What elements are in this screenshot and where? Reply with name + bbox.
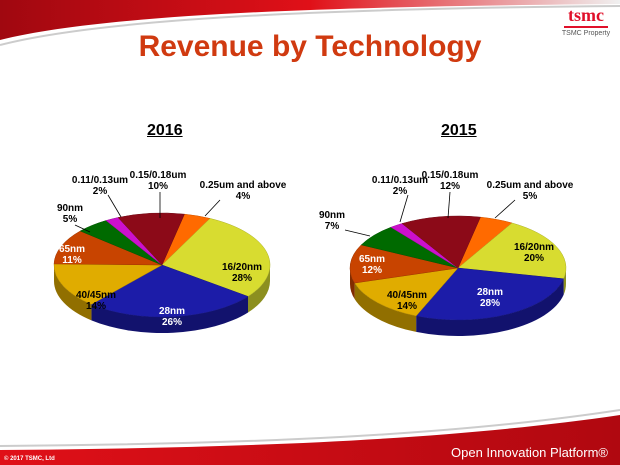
data-label: 90nm 7% <box>319 210 345 232</box>
pie-slice-2016-28nm <box>90 264 249 318</box>
pie-side-0-3 <box>54 265 92 321</box>
pie-slice-2015-0.15/0.18um <box>401 215 481 269</box>
pie-slice-2016-40/45nm <box>53 263 163 305</box>
platform-tagline: Open Innovation Platform® <box>451 445 608 460</box>
slice-category: 16/20nm <box>221 262 263 273</box>
data-label: 0.15/0.18um 12% <box>422 170 479 192</box>
slice-percent: 28% <box>479 298 500 309</box>
footer-swoosh <box>0 415 620 465</box>
leader-line <box>447 191 451 219</box>
data-label: 40/45nm 14% <box>76 290 116 312</box>
slice-category: 40/45nm <box>386 290 428 301</box>
slice-percent: 12% <box>439 181 460 192</box>
pie-slice-2015-28nm <box>415 267 565 321</box>
slice-category: 0.25um and above <box>199 180 287 191</box>
slice-percent: 2% <box>92 186 108 197</box>
pie-side-1-3 <box>354 283 417 332</box>
pie-side-0-2 <box>91 296 249 333</box>
data-label: 16/20nm 28% <box>222 262 262 284</box>
leader-line <box>74 224 91 233</box>
leader-line <box>344 229 371 237</box>
leader-line <box>204 199 221 217</box>
data-label: 65nm 11% <box>59 244 85 266</box>
slice-percent: 10% <box>147 181 168 192</box>
tsmc-logo: tsmc TSMC Property <box>560 6 612 37</box>
slice-percent: 5% <box>522 191 538 202</box>
pie-slice-2016-16/20nm <box>161 218 271 297</box>
slice-category: 0.11/0.13um <box>71 175 129 186</box>
pie-side-1-2 <box>416 278 564 336</box>
slice-percent: 2% <box>392 186 408 197</box>
slice-category: 90nm <box>318 210 346 221</box>
slice-category: 65nm <box>58 244 86 255</box>
data-label: 28nm 26% <box>159 306 185 328</box>
slice-category: 0.15/0.18um <box>421 170 479 181</box>
pie-slice-2015-40/45nm <box>354 267 459 317</box>
leader-line <box>494 199 516 219</box>
pie-slice-2015-65nm <box>349 244 459 284</box>
page-title: Revenue by Technology <box>138 30 482 63</box>
data-label: 0.11/0.13um 2% <box>372 175 428 197</box>
data-label: 16/20nm 20% <box>514 242 554 264</box>
slice-category: 65nm <box>358 254 386 265</box>
pie-side-0-1 <box>248 265 270 313</box>
data-label: 28nm 28% <box>477 287 503 309</box>
slice-category: 16/20nm <box>513 242 555 253</box>
data-label: 90nm 5% <box>57 203 83 225</box>
slice-percent: 4% <box>235 191 251 202</box>
header-swoosh-line <box>0 5 620 46</box>
pie-slice-2016-65nm <box>53 230 163 266</box>
slice-percent: 11% <box>62 255 82 266</box>
data-label: 65nm 12% <box>359 254 385 276</box>
slice-percent: 28% <box>231 273 252 284</box>
slice-category: 40/45nm <box>75 290 117 301</box>
slice-percent: 14% <box>396 301 417 312</box>
pie-slice-2015-16/20nm <box>457 222 567 280</box>
slice-percent: 26% <box>161 317 182 328</box>
slice-percent: 5% <box>62 214 78 225</box>
slice-percent: 20% <box>523 253 544 264</box>
logo-caption: TSMC Property <box>561 30 611 37</box>
chart-title-2016: 2016 <box>147 122 183 139</box>
header-swoosh <box>0 0 620 40</box>
data-label: 0.25um and above 5% <box>487 180 574 202</box>
slice-percent: 7% <box>324 221 340 232</box>
slice-category: 28nm <box>158 306 186 317</box>
slice-category: 28nm <box>476 287 504 298</box>
data-label: 0.15/0.18um 10% <box>130 170 187 192</box>
pie-side-1-1 <box>563 268 566 295</box>
slice-percent: 12% <box>361 265 382 276</box>
slice-category: 90nm <box>56 203 84 214</box>
logo-text: tsmc <box>568 5 604 25</box>
slice-category: 0.11/0.13um <box>371 175 429 186</box>
data-label: 40/45nm 14% <box>387 290 427 312</box>
slice-category: 0.15/0.18um <box>129 170 187 181</box>
slice-category: 0.25um and above <box>486 180 574 191</box>
data-label: 0.11/0.13um 2% <box>72 175 128 197</box>
data-label: 0.25um and above 4% <box>200 180 287 202</box>
pie-slice-2016-0.15/0.18um <box>117 212 185 266</box>
copyright: © 2017 TSMC, Ltd <box>4 456 55 462</box>
leader-line <box>399 194 409 223</box>
footer-swoosh-line <box>0 409 620 447</box>
chart-title-2015: 2015 <box>441 122 477 139</box>
slice-percent: 14% <box>85 301 106 312</box>
